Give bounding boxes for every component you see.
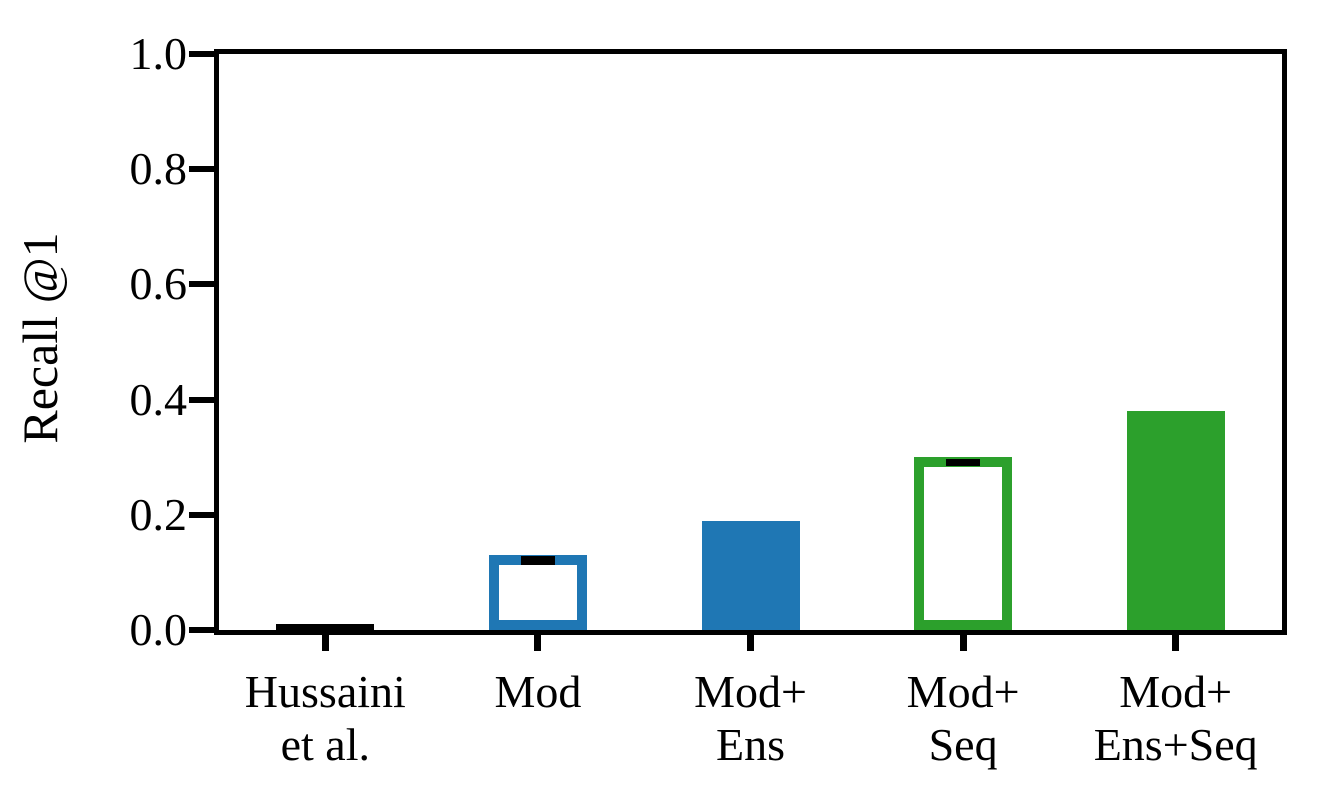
x-tick-label-line: Mod+ — [906, 666, 1020, 717]
y-tick-label: 0.8 — [129, 143, 188, 195]
y-tick-label: 0.2 — [129, 488, 188, 540]
error-bar — [520, 556, 555, 566]
x-tick-label-line: Hussaini — [244, 666, 406, 717]
y-tick-label: 1.0 — [129, 28, 188, 79]
bar-mod-ens — [701, 521, 800, 630]
y-tick-mark — [189, 51, 214, 57]
x-tick-label: Mod+ Seq — [803, 665, 1123, 771]
x-tick-label: Mod — [378, 665, 698, 718]
y-tick-label: 0.6 — [129, 258, 188, 310]
plot-area — [214, 49, 1287, 635]
x-tick-label: Mod+ Ens+Seq — [1016, 665, 1327, 771]
y-tick-mark — [189, 166, 214, 173]
y-tick-mark — [189, 627, 214, 633]
y-tick-mark — [189, 511, 214, 518]
bar-hussaini-et-al — [276, 624, 375, 630]
x-tick-mark — [1172, 630, 1180, 651]
bar-mod-seq — [914, 457, 1013, 630]
y-tick-mark — [189, 396, 214, 403]
plot-inner-area — [219, 54, 1282, 630]
bar-mod-ens-seq — [1126, 411, 1225, 630]
y-axis-label-text: Recall @1 — [12, 232, 68, 444]
x-tick-label: Hussaini et al. — [165, 665, 485, 771]
x-tick-mark — [321, 630, 329, 651]
bar-mod — [488, 555, 587, 630]
x-tick-label-line: Mod+ — [1119, 666, 1233, 717]
x-tick-label-line: Seq — [928, 719, 998, 770]
error-bar — [946, 459, 981, 467]
x-tick-mark — [959, 630, 967, 651]
x-tick-label: Mod+ Ens — [591, 665, 911, 771]
x-tick-label-line: et al. — [280, 719, 370, 770]
x-tick-label-line: Mod — [494, 666, 582, 717]
x-tick-label-line: Ens — [716, 719, 785, 770]
x-tick-label-line: Ens+Seq — [1093, 719, 1258, 770]
y-tick-label: 0.0 — [129, 604, 188, 655]
x-tick-mark — [747, 630, 754, 651]
x-tick-label-line: Mod+ — [694, 666, 807, 717]
y-tick-label: 0.4 — [129, 373, 188, 425]
x-tick-mark — [534, 630, 542, 651]
y-tick-mark — [189, 281, 214, 288]
